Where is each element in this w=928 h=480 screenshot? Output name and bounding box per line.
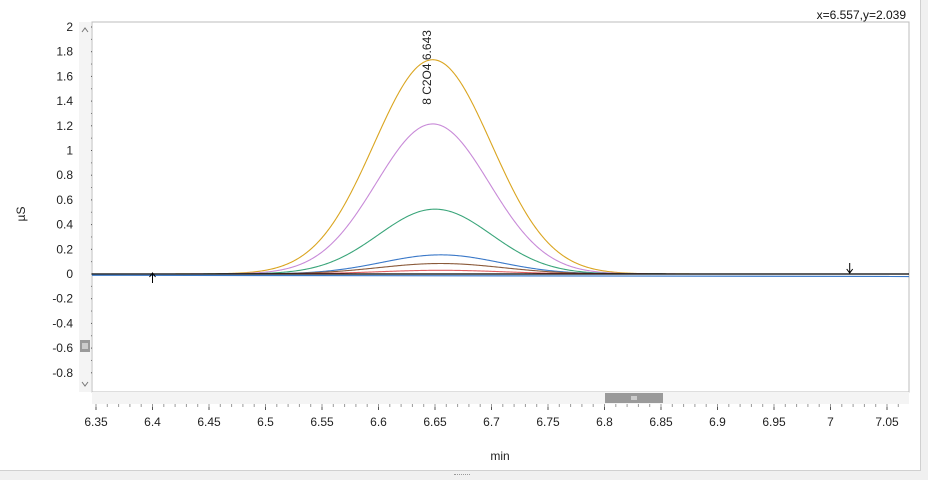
x-tick-label: 6.45 <box>197 415 221 429</box>
y-tick-label: 0.4 <box>56 218 73 232</box>
x-tick-label: 6.75 <box>536 415 560 429</box>
peak-end-marker <box>846 263 854 274</box>
y-tick-label: 0 <box>66 267 73 281</box>
y-tick-label: 1.6 <box>56 69 73 83</box>
y-tick-label: -0.2 <box>52 292 73 306</box>
x-tick-label: 6.8 <box>596 415 613 429</box>
x-tick-label: 7.05 <box>875 415 899 429</box>
plot-area[interactable] <box>91 21 910 393</box>
x-tick-label: 6.7 <box>483 415 500 429</box>
cursor-readout: x=6.557,y=2.039 <box>816 8 906 22</box>
chromatogram-chart[interactable]: 2 1.8 1.6 1.4 1.2 1 0.8 0.6 0.4 0.2 0 -0.2 -0.4 -0.6 -… <box>0 0 920 470</box>
y-tick-label: 0.8 <box>56 168 73 182</box>
peak-annotation: 8 C2O4 6.643 <box>420 30 434 105</box>
y-tick-label: 1 <box>66 144 73 158</box>
vertical-scrollbar[interactable] <box>79 22 91 392</box>
baseline-line <box>91 274 910 278</box>
y-tick-label: -0.8 <box>52 366 73 380</box>
y-tick-label: -0.6 <box>52 341 73 355</box>
y-tick-label: -0.4 <box>52 316 73 330</box>
horizontal-scrollbar[interactable] <box>92 392 909 404</box>
x-tick-label: 6.9 <box>709 415 726 429</box>
x-tick-label: 7 <box>827 415 834 429</box>
scroll-up-icon[interactable] <box>81 27 89 33</box>
x-tick-label: 6.65 <box>423 415 447 429</box>
y-tick-label: 2 <box>66 20 73 34</box>
x-tick-label: 6.35 <box>84 415 108 429</box>
y-tick-label: 0.6 <box>56 193 73 207</box>
x-tick-label: 6.5 <box>257 415 274 429</box>
y-tick-label: 1.4 <box>56 94 73 108</box>
y-tick-label: 1.8 <box>56 45 73 59</box>
y-tick-label: 1.2 <box>56 119 73 133</box>
y-axis-title: µS <box>14 207 28 222</box>
x-tick-label: 6.55 <box>310 415 334 429</box>
y-tick-label: 0.2 <box>56 242 73 256</box>
scroll-down-icon[interactable] <box>81 381 89 387</box>
x-tick-label: 6.95 <box>762 415 786 429</box>
peak-start-marker <box>149 272 156 283</box>
x-axis-title: min <box>490 449 509 463</box>
x-tick-label: 6.6 <box>370 415 387 429</box>
x-tick-label: 6.4 <box>144 415 161 429</box>
x-tick-label: 6.85 <box>649 415 673 429</box>
resize-grip[interactable] <box>454 474 470 479</box>
chart-window: 2 1.8 1.6 1.4 1.2 1 0.8 0.6 0.4 0.2 0 -0.2 -0.4 -0.6 -… <box>0 0 921 471</box>
